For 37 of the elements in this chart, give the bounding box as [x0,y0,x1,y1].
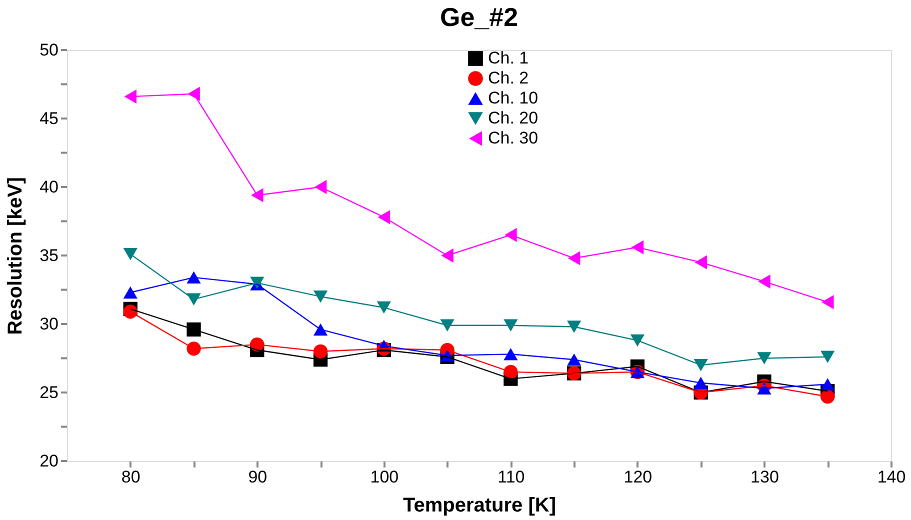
x-tick-label: 110 [498,468,525,486]
point [504,319,518,332]
x-tick-label: 80 [121,468,140,486]
legend-label: Ch. 30 [488,128,538,148]
x-tick-label: 140 [877,468,906,486]
y-tick-label: 30 [40,314,58,334]
point [504,348,518,360]
legend-label: Ch. 10 [488,88,538,108]
y-tick-label: 35 [40,246,58,265]
y-tick-label: 25 [40,383,58,402]
x-tick-label: 120 [624,468,652,486]
point [757,352,772,364]
point [123,248,138,260]
chart-title: Ge_#2 [440,2,518,32]
point [820,350,835,364]
point [820,378,835,390]
point [567,320,582,333]
point [186,322,201,337]
point [251,188,264,202]
point [124,90,137,104]
point [821,295,834,310]
point [123,286,138,299]
y-tick-label: 50 [40,40,58,60]
y-tick-label: 20 [40,452,58,470]
y-axis-title: Resolution [keV] [4,177,27,335]
point [440,319,454,332]
legend-label: Ch. 20 [488,108,538,128]
x-tick-label: 100 [370,468,399,486]
x-tick-label: 90 [248,468,268,486]
x-axis-title: Temperature [K] [403,494,556,516]
point [313,290,328,303]
point [694,376,708,390]
y-tick-label: 45 [40,109,58,128]
x-tick-label: 130 [750,468,779,486]
y-tick-label: 40 [40,178,58,196]
legend-label: Ch. 1 [488,48,529,68]
legend-label: Ch. 2 [488,68,529,88]
